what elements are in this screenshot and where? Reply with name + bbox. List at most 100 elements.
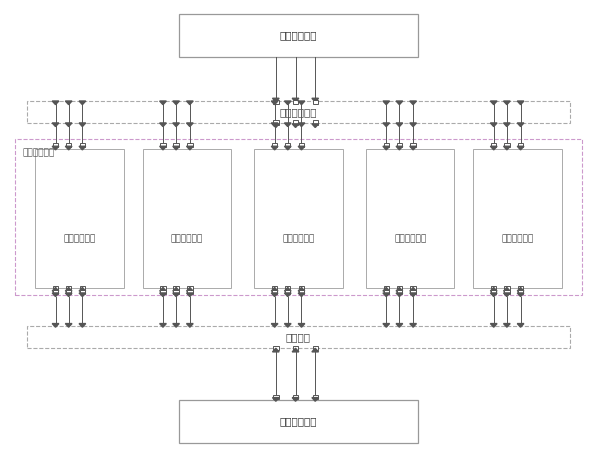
Polygon shape: [517, 101, 524, 105]
Bar: [66, 286, 72, 291]
Polygon shape: [396, 101, 403, 105]
Bar: [293, 120, 298, 124]
Text: 染色处理单元: 染色处理单元: [501, 234, 534, 244]
Bar: [27, 101, 570, 123]
Bar: [254, 149, 343, 288]
Bar: [504, 143, 510, 147]
Polygon shape: [52, 123, 59, 127]
Polygon shape: [517, 293, 524, 297]
Polygon shape: [79, 324, 86, 327]
Polygon shape: [503, 324, 510, 327]
Bar: [53, 143, 58, 147]
Bar: [411, 286, 416, 291]
Bar: [173, 286, 179, 291]
Polygon shape: [159, 123, 167, 127]
Polygon shape: [272, 348, 279, 352]
Bar: [273, 100, 278, 104]
Text: 输出控制单元: 输出控制单元: [280, 417, 317, 426]
Polygon shape: [271, 101, 278, 105]
Bar: [411, 143, 416, 147]
Bar: [293, 100, 298, 104]
Bar: [273, 120, 278, 124]
Bar: [273, 345, 278, 350]
Polygon shape: [173, 287, 180, 291]
Bar: [491, 290, 497, 294]
Polygon shape: [517, 287, 524, 291]
Polygon shape: [383, 101, 390, 105]
Polygon shape: [503, 287, 510, 291]
Polygon shape: [312, 124, 319, 128]
Polygon shape: [159, 287, 167, 291]
Polygon shape: [186, 146, 193, 150]
Polygon shape: [396, 293, 403, 297]
Bar: [518, 143, 524, 147]
Bar: [518, 286, 524, 291]
Bar: [366, 149, 454, 288]
Polygon shape: [79, 146, 86, 150]
Polygon shape: [284, 293, 291, 297]
Bar: [285, 290, 290, 294]
Polygon shape: [298, 101, 305, 105]
Polygon shape: [298, 324, 305, 327]
Polygon shape: [396, 287, 403, 291]
Polygon shape: [298, 146, 305, 150]
Polygon shape: [173, 146, 180, 150]
Bar: [80, 290, 85, 294]
Polygon shape: [173, 123, 180, 127]
Polygon shape: [410, 324, 417, 327]
Polygon shape: [65, 293, 72, 297]
Text: 任务分配交叉: 任务分配交叉: [280, 107, 317, 117]
Polygon shape: [65, 146, 72, 150]
Polygon shape: [383, 287, 390, 291]
Polygon shape: [292, 98, 299, 102]
Polygon shape: [272, 124, 279, 128]
Bar: [313, 345, 318, 350]
Polygon shape: [186, 101, 193, 105]
Polygon shape: [284, 146, 291, 150]
Polygon shape: [79, 101, 86, 105]
Polygon shape: [284, 123, 291, 127]
Bar: [27, 326, 570, 348]
Bar: [313, 120, 318, 124]
Bar: [35, 149, 124, 288]
Polygon shape: [383, 123, 390, 127]
Bar: [187, 143, 193, 147]
Bar: [473, 149, 562, 288]
Polygon shape: [298, 287, 305, 291]
Bar: [299, 143, 304, 147]
Polygon shape: [503, 293, 510, 297]
Polygon shape: [292, 398, 299, 401]
Polygon shape: [490, 324, 497, 327]
Text: 染色处理单元: 染色处理单元: [394, 234, 426, 244]
Polygon shape: [292, 124, 299, 128]
Text: 任务调度单元: 任务调度单元: [280, 31, 317, 40]
Polygon shape: [490, 123, 497, 127]
Bar: [53, 286, 58, 291]
Polygon shape: [517, 324, 524, 327]
Text: 染色处理单元: 染色处理单元: [63, 234, 96, 244]
Bar: [80, 286, 85, 291]
Bar: [285, 143, 290, 147]
Polygon shape: [52, 324, 59, 327]
Bar: [384, 286, 389, 291]
Polygon shape: [159, 324, 167, 327]
Polygon shape: [298, 293, 305, 297]
Polygon shape: [65, 324, 72, 327]
Bar: [66, 143, 72, 147]
Polygon shape: [396, 123, 403, 127]
Bar: [160, 143, 166, 147]
Polygon shape: [503, 123, 510, 127]
Bar: [179, 14, 418, 57]
Bar: [504, 290, 510, 294]
Bar: [160, 286, 166, 291]
Polygon shape: [490, 293, 497, 297]
Bar: [313, 100, 318, 104]
Polygon shape: [159, 146, 167, 150]
Polygon shape: [410, 123, 417, 127]
Bar: [293, 345, 298, 350]
Polygon shape: [65, 101, 72, 105]
Bar: [397, 286, 402, 291]
Polygon shape: [159, 101, 167, 105]
Bar: [504, 286, 510, 291]
Polygon shape: [65, 287, 72, 291]
